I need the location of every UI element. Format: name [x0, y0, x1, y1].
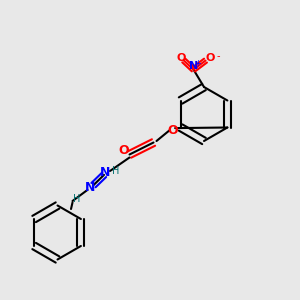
Text: N: N: [100, 166, 111, 179]
Text: N: N: [189, 61, 198, 71]
Text: N: N: [85, 181, 96, 194]
Text: O: O: [177, 53, 186, 64]
Text: O: O: [168, 124, 178, 137]
Text: -: -: [216, 51, 220, 62]
Text: O: O: [118, 143, 129, 157]
Text: +: +: [194, 58, 200, 68]
Text: O: O: [205, 53, 215, 64]
Text: H: H: [112, 166, 120, 176]
Text: H: H: [73, 194, 81, 205]
